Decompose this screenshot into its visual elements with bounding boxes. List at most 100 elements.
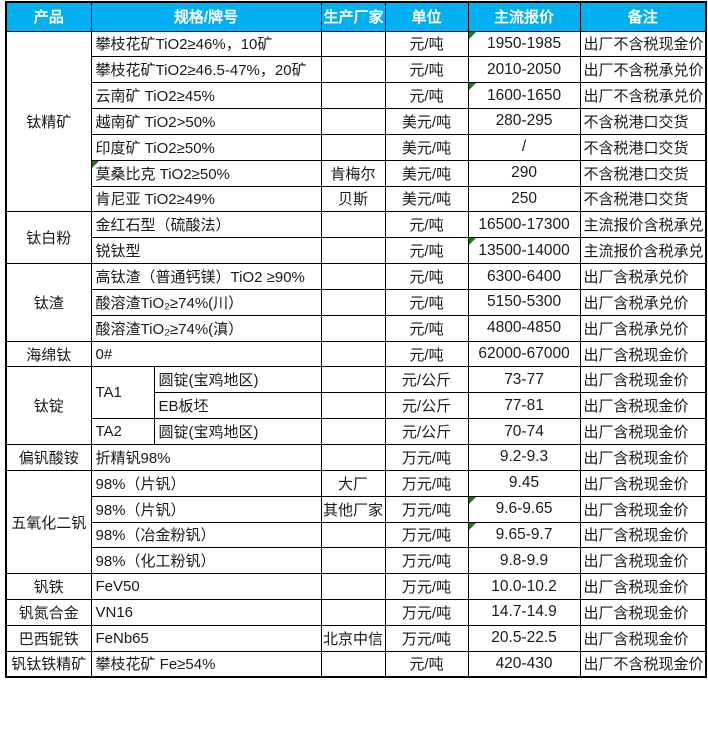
product-cell: 巴西铌铁 (5, 624, 92, 652)
table-row: 五氧化二钒 98%（片钒） 大厂 万元/吨 9.45 出厂含税现金价 (5, 469, 707, 575)
table-row: 钛白粉 金红石型（硫酸法） 元/吨 16500-17300 主流报价含税承兑 (5, 211, 707, 265)
unit-cell: 美元/吨 (384, 108, 469, 135)
price-cell: 1950-1985 (467, 30, 581, 58)
price-cell: 73-77 (467, 366, 581, 394)
maker-cell (320, 314, 386, 342)
note-cell: 出厂含税现金价 (579, 366, 707, 394)
table-row: 攀枝花矿TiO2≥46.5-47%，20矿 元/吨 2010-2050 出厂不含税承兑… (6, 56, 707, 84)
table-row: 莫桑比克 TiO2≥50% 肯梅尔 美元/吨 290 不含税港口交货 (6, 159, 707, 187)
maker-cell (320, 133, 386, 161)
maker-cell (320, 599, 386, 626)
spec-cell: 莫桑比克 TiO2≥50% (90, 159, 322, 187)
price-cell: / (467, 133, 581, 161)
note-cell: 主流报价含税承兑 (579, 211, 707, 239)
price-cell: 420-430 (467, 650, 581, 678)
spec-cell: 98%（冶金粉钒） (90, 521, 322, 549)
table-row: 云南矿 TiO2≥45% 元/吨 1600-1650 出厂不含税承兑价 (6, 82, 707, 110)
note-cell: 出厂含税现金价 (579, 599, 707, 626)
unit-cell: 美元/吨 (384, 185, 469, 213)
note-cell: 出厂含税承兑价 (579, 263, 707, 290)
unit-cell: 万元/吨 (384, 573, 469, 601)
price-cell: 6300-6400 (467, 263, 581, 290)
specb-cell: EB板坯 (153, 392, 322, 420)
note-cell: 不含税港口交货 (579, 108, 707, 135)
spec-cell: FeNb65 (90, 624, 322, 652)
table-row: 钛渣 高钛渣（普通钙镁）TiO2 ≥90% 元/吨 6300-6400 出厂含税承兑价 (5, 263, 707, 342)
price-cell: 9.45 (467, 469, 581, 497)
maker-cell (320, 56, 386, 84)
spec-cell: FeV50 (90, 573, 322, 601)
spec-cell: 0# (90, 340, 322, 368)
table-body: 钛精矿 攀枝花矿TiO2≥46%，10矿 元/吨 1950-1985 出厂不含税现金价攀… (5, 30, 707, 678)
unit-cell: 万元/吨 (384, 624, 469, 652)
spec-cell: 折精钒98% (90, 444, 322, 471)
unit-cell: 万元/吨 (384, 547, 469, 575)
price-cell: 1600-1650 (467, 82, 581, 110)
table-row: 巴西铌铁 FeNb65 北京中信 万元/吨 20.5-22.5 出厂含税现金价 (5, 624, 707, 652)
spec-cell: 锐钛型 (90, 237, 322, 265)
unit-cell: 元/吨 (384, 30, 469, 58)
price-cell: 280-295 (467, 108, 581, 135)
spec-cell: 酸溶渣TiO₂≥74%(川） (90, 288, 322, 316)
spec-cell: 攀枝花矿 Fe≥54% (90, 650, 322, 678)
col-header-product: 产品 (5, 1, 92, 32)
maker-cell (320, 392, 386, 420)
spec-cell: 98%（片钒） (90, 495, 322, 523)
unit-cell: 元/公斤 (384, 418, 469, 445)
specb-cell: 圆锭(宝鸡地区) (153, 418, 322, 445)
table-row: 印度矿 TiO2≥50% 美元/吨 / 不含税港口交货 (6, 133, 707, 161)
price-cell: 250 (467, 185, 581, 213)
unit-cell: 元/吨 (384, 314, 469, 342)
price-cell: 2010-2050 (467, 56, 581, 84)
maker-cell (320, 30, 386, 58)
table-row: 98%（片钒） 其他厂家 万元/吨 9.6-9.65 出厂含税现金价 (6, 495, 707, 523)
table-row: 酸溶渣TiO₂≥74%(滇） 元/吨 4800-4850 出厂含税承兑价 (6, 314, 707, 342)
unit-cell: 万元/吨 (384, 495, 469, 523)
unit-cell: 元/公斤 (384, 366, 469, 394)
maker-cell (320, 211, 386, 239)
table-row: 钛精矿 攀枝花矿TiO2≥46%，10矿 元/吨 1950-1985 出厂不含税现金价 (5, 30, 707, 213)
unit-cell: 元/吨 (384, 56, 469, 84)
unit-cell: 元/吨 (384, 288, 469, 316)
table-row: 钒铁 FeV50 万元/吨 10.0-10.2 出厂含税现金价 (5, 573, 707, 601)
spec-cell: 肯尼亚 TiO2≥49% (90, 185, 322, 213)
product-cell: 钒铁 (5, 573, 92, 601)
unit-cell: 元/吨 (384, 650, 469, 678)
table-row: 钒钛铁精矿 攀枝花矿 Fe≥54% 元/吨 420-430 出厂不含税现金价 (5, 650, 707, 678)
table-row: 肯尼亚 TiO2≥49% 贝斯 美元/吨 250 不含税港口交货 (6, 185, 707, 213)
product-cell: 偏钒酸铵 (5, 444, 92, 471)
spec-cell: 酸溶渣TiO₂≥74%(滇） (90, 314, 322, 342)
note-cell: 出厂含税现金价 (579, 495, 707, 523)
unit-cell: 元/吨 (384, 263, 469, 290)
note-cell: 不含税港口交货 (579, 185, 707, 213)
price-cell: 62000-67000 (467, 340, 581, 368)
spec-cell: 越南矿 TiO2>50% (90, 108, 322, 135)
product-cell: 钛渣 (5, 263, 92, 342)
col-header-price: 主流报价 (467, 1, 581, 32)
note-cell: 出厂不含税承兑价 (579, 56, 707, 84)
spec-cell: 98%（化工粉钒） (90, 547, 322, 575)
price-cell: 290 (467, 159, 581, 187)
price-cell: 9.6-9.65 (467, 495, 581, 523)
maker-cell (320, 82, 386, 110)
spec-cell: 攀枝花矿TiO2≥46.5-47%，20矿 (90, 56, 322, 84)
spec-cell: 98%（片钒） (90, 469, 322, 497)
unit-cell: 元/吨 (384, 211, 469, 239)
note-cell: 出厂含税现金价 (579, 521, 707, 549)
unit-cell: 元/吨 (384, 237, 469, 265)
note-cell: 出厂含税现金价 (579, 418, 707, 445)
note-cell: 出厂含税现金价 (579, 469, 707, 497)
product-cell: 五氧化二钒 (5, 469, 92, 575)
spec-cell: 印度矿 TiO2≥50% (90, 133, 322, 161)
maker-cell: 大厂 (320, 469, 386, 497)
maker-cell (320, 547, 386, 575)
maker-cell (320, 263, 386, 290)
note-cell: 出厂含税现金价 (579, 340, 707, 368)
price-cell: 70-74 (467, 418, 581, 445)
col-header-unit: 单位 (384, 1, 469, 32)
price-cell: 9.8-9.9 (467, 547, 581, 575)
maker-cell (320, 418, 386, 445)
table-row: TA2 圆锭(宝鸡地区) 元/公斤 70-74 出厂含税现金价 (6, 418, 707, 445)
product-cell: 钛精矿 (5, 30, 92, 213)
price-cell: 77-81 (467, 392, 581, 420)
